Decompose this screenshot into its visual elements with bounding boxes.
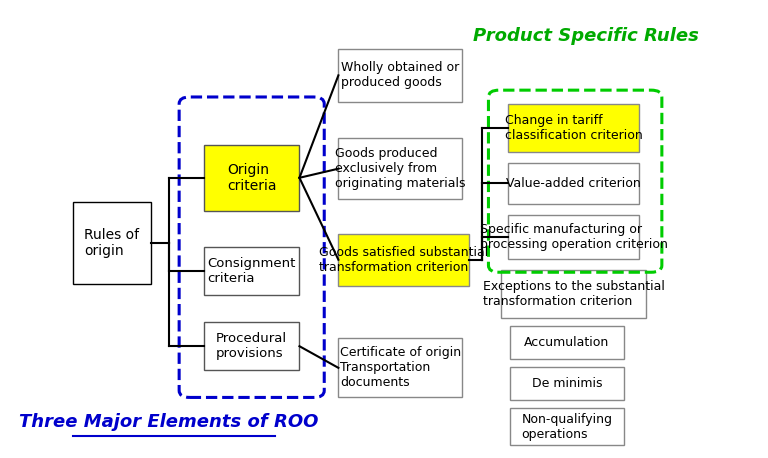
FancyBboxPatch shape	[508, 104, 639, 152]
Text: Specific manufacturing or
processing operation criterion: Specific manufacturing or processing ope…	[480, 223, 667, 251]
FancyBboxPatch shape	[73, 202, 151, 284]
FancyBboxPatch shape	[511, 326, 624, 359]
Text: Procedural
provisions: Procedural provisions	[216, 332, 287, 360]
Text: Goods produced
exclusively from
originating materials: Goods produced exclusively from originat…	[335, 147, 465, 190]
Text: Origin
criteria: Origin criteria	[227, 163, 276, 193]
FancyBboxPatch shape	[339, 234, 469, 286]
Text: Exceptions to the substantial
transformation criterion: Exceptions to the substantial transforma…	[483, 280, 664, 308]
Text: Product Specific Rules: Product Specific Rules	[473, 27, 699, 44]
FancyBboxPatch shape	[204, 247, 300, 295]
Text: Value-added criterion: Value-added criterion	[506, 177, 641, 190]
Text: Consignment
criteria: Consignment criteria	[207, 257, 296, 285]
FancyBboxPatch shape	[508, 215, 639, 259]
FancyBboxPatch shape	[339, 49, 462, 102]
Text: Accumulation: Accumulation	[525, 336, 610, 349]
FancyBboxPatch shape	[508, 163, 639, 204]
FancyBboxPatch shape	[502, 270, 647, 318]
FancyBboxPatch shape	[204, 322, 300, 370]
Text: Three Major Elements of ROO: Three Major Elements of ROO	[19, 414, 318, 431]
Text: Wholly obtained or
produced goods: Wholly obtained or produced goods	[341, 61, 459, 89]
FancyBboxPatch shape	[339, 138, 462, 199]
Text: Non-qualifying
operations: Non-qualifying operations	[521, 413, 613, 441]
Text: Rules of
origin: Rules of origin	[84, 228, 140, 258]
Text: De minimis: De minimis	[531, 377, 602, 390]
FancyBboxPatch shape	[511, 408, 624, 445]
FancyBboxPatch shape	[339, 338, 462, 398]
Text: Goods satisfied substantial
transformation criterion: Goods satisfied substantial transformati…	[319, 246, 488, 274]
Text: Certificate of origin
Transportation
documents: Certificate of origin Transportation doc…	[339, 346, 461, 389]
Text: Change in tariff
classification criterion: Change in tariff classification criterio…	[505, 114, 643, 142]
FancyBboxPatch shape	[204, 145, 300, 211]
FancyBboxPatch shape	[511, 367, 624, 400]
